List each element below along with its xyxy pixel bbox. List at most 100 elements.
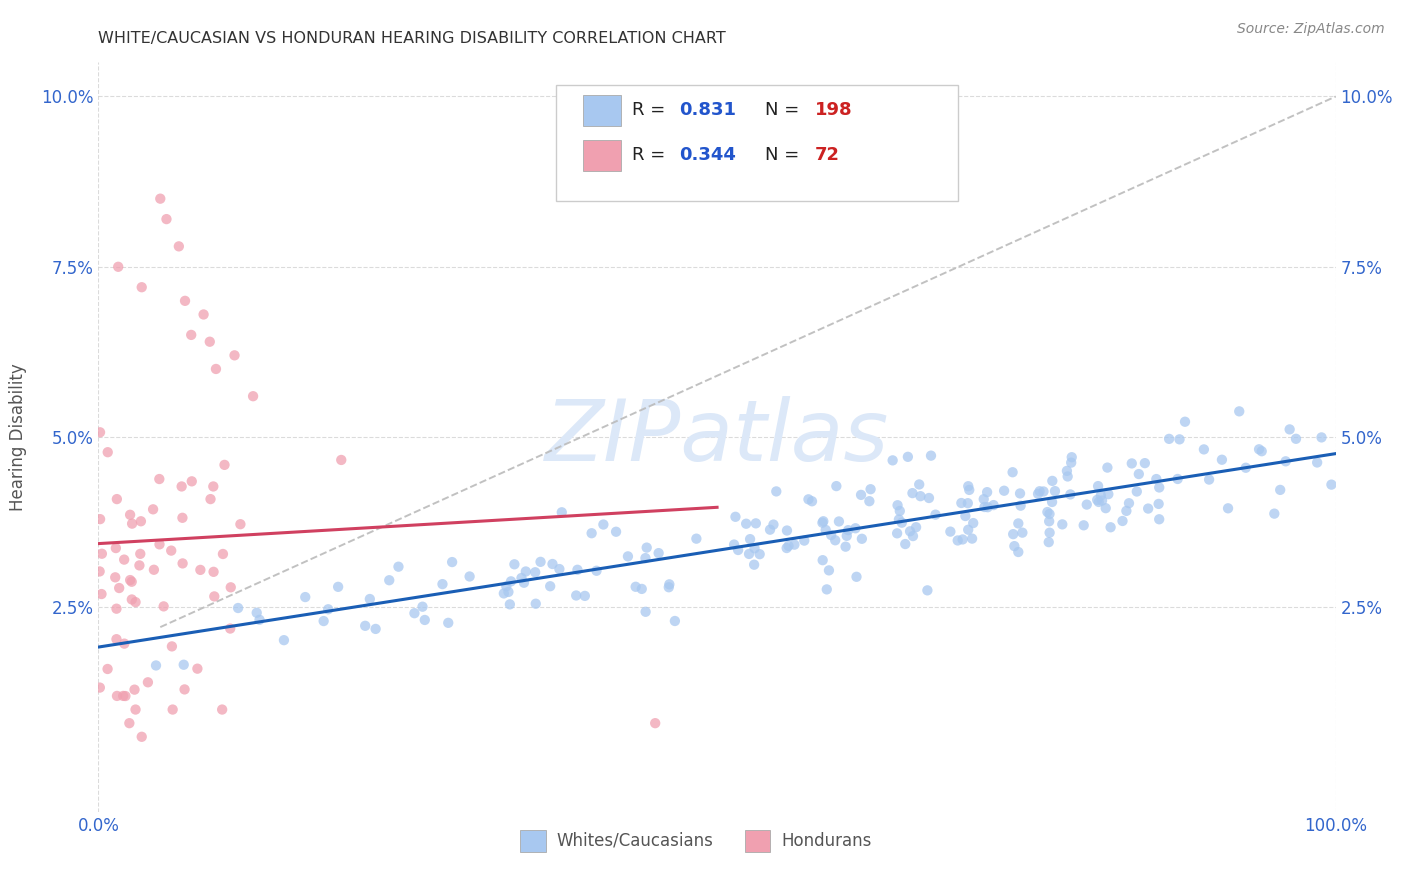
Point (97, 662, 120, 676)
Point (835, 529, 858, 543)
Point (630, 582, 652, 596)
Point (617, 549, 640, 564)
Point (202, 565, 225, 579)
Point (121, 516, 143, 531)
Point (212, 547, 235, 561)
Point (510, 571, 533, 585)
Point (1270, 483, 1292, 497)
Point (744, 541, 766, 556)
Point (759, 523, 782, 537)
Point (993, 483, 1015, 498)
Point (152, 599, 174, 614)
Point (124, 595, 146, 609)
Point (851, 532, 873, 546)
Point (1310, 430, 1333, 444)
Point (131, 280, 153, 294)
Point (129, 547, 152, 561)
Point (920, 449, 942, 463)
Point (1087, 479, 1109, 493)
Point (567, 563, 589, 577)
Point (844, 521, 866, 535)
Point (173, 657, 195, 672)
Point (1247, 442, 1270, 457)
Point (1306, 455, 1329, 469)
Point (973, 492, 995, 507)
Point (727, 543, 749, 558)
Point (882, 453, 904, 467)
Point (174, 293, 197, 308)
Point (1168, 433, 1191, 447)
Point (957, 483, 980, 497)
Point (112, 552, 135, 566)
Point (845, 570, 868, 584)
Point (1038, 507, 1060, 521)
Text: Source: ZipAtlas.com: Source: ZipAtlas.com (1237, 22, 1385, 37)
Text: Whites/Caucasians: Whites/Caucasians (557, 831, 714, 850)
Text: ZIPatlas: ZIPatlas (546, 395, 889, 479)
Point (538, 579, 561, 593)
Point (529, 555, 551, 569)
Text: 0.344: 0.344 (679, 146, 735, 164)
Point (1216, 501, 1239, 516)
Point (312, 614, 335, 628)
FancyBboxPatch shape (583, 95, 620, 126)
Point (316, 602, 339, 616)
Point (1250, 444, 1272, 458)
Point (1121, 457, 1143, 471)
Point (765, 484, 787, 499)
Point (124, 702, 146, 716)
Point (1167, 472, 1189, 486)
Point (723, 537, 745, 551)
Point (330, 453, 353, 467)
Point (200, 492, 222, 507)
Point (776, 524, 799, 538)
Point (121, 592, 143, 607)
Point (1285, 432, 1308, 446)
Point (1147, 512, 1170, 526)
Point (112, 637, 135, 651)
Point (1144, 472, 1167, 486)
Text: R =: R = (631, 102, 671, 120)
Point (524, 597, 547, 611)
Point (1028, 484, 1050, 499)
Point (886, 498, 908, 512)
Point (432, 577, 454, 591)
Point (129, 514, 152, 528)
Point (738, 547, 761, 561)
Point (387, 559, 409, 574)
Point (205, 362, 228, 376)
Point (90, 587, 112, 601)
Point (901, 529, 924, 543)
Text: 72: 72 (815, 146, 839, 164)
Point (1097, 460, 1119, 475)
Text: WHITE/CAUCASIAN VS HONDURAN HEARING DISABILITY CORRELATION CHART: WHITE/CAUCASIAN VS HONDURAN HEARING DISA… (98, 31, 725, 46)
Y-axis label: Hearing Disability: Hearing Disability (10, 363, 27, 511)
Point (89, 565, 111, 579)
Point (905, 520, 928, 534)
Point (634, 605, 657, 619)
Point (1026, 487, 1049, 501)
Point (1133, 456, 1156, 470)
Point (738, 532, 761, 546)
Point (1007, 545, 1029, 559)
Point (1111, 514, 1133, 528)
Point (581, 526, 603, 541)
Point (498, 585, 520, 599)
Point (634, 551, 657, 566)
Point (1001, 465, 1024, 479)
Point (724, 509, 747, 524)
Point (148, 472, 170, 486)
Point (1059, 487, 1081, 501)
Point (1320, 477, 1343, 491)
Point (211, 702, 233, 716)
Point (1147, 480, 1170, 494)
Point (97, 445, 120, 459)
Point (1010, 499, 1032, 513)
Point (499, 598, 522, 612)
Point (778, 539, 800, 553)
Point (658, 577, 681, 591)
Point (1087, 495, 1109, 509)
Point (901, 486, 924, 500)
Point (503, 558, 526, 572)
Point (105, 601, 128, 615)
